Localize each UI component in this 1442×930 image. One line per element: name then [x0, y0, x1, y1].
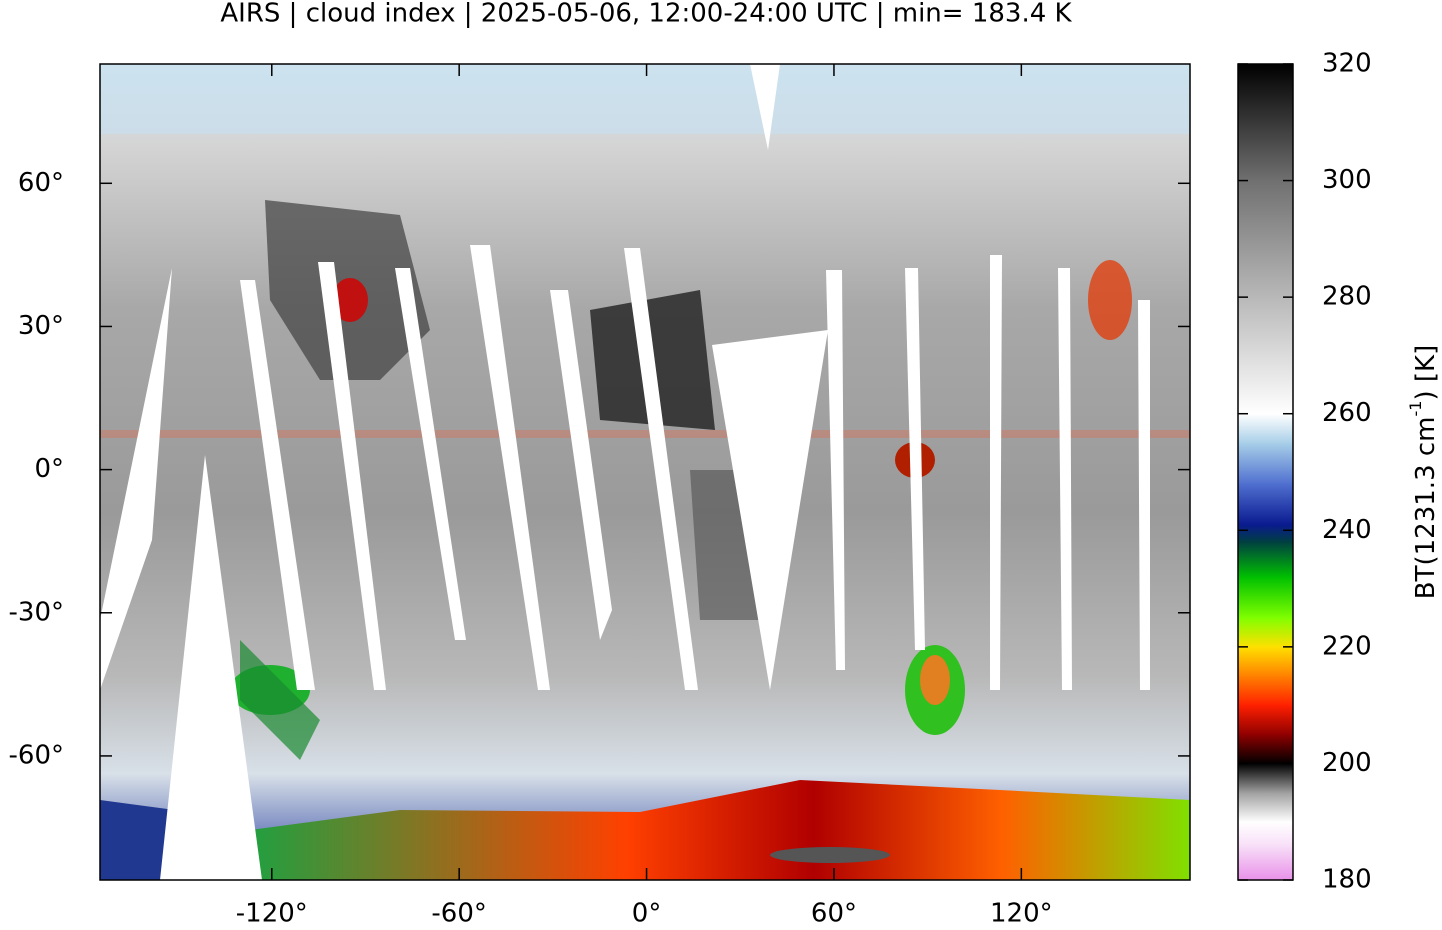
colorbar-tick-label: 280: [1322, 282, 1372, 312]
colorbar-segment: [1238, 821, 1293, 846]
x-tick-label: 120°: [990, 899, 1053, 929]
colorbar-segment: [1238, 792, 1293, 823]
y-tick-label: 0°: [34, 454, 64, 484]
colorbar-segment: [1238, 734, 1293, 764]
colorbar-tick-label: 240: [1322, 515, 1372, 545]
colorbar-segment: [1238, 180, 1293, 298]
colorbar-label-superscript: -1: [1406, 401, 1425, 417]
y-tick-label: -30°: [9, 597, 64, 627]
colorbar-tick-label: 220: [1322, 631, 1372, 661]
colorbar-segment: [1238, 541, 1293, 578]
colorbar-segment: [1238, 705, 1293, 735]
colorbar-segment: [1238, 676, 1293, 706]
colorbar-segment: [1238, 524, 1293, 543]
colorbar-label-part: ) [K]: [1411, 345, 1441, 401]
x-tick-label: -60°: [431, 899, 486, 929]
colorbar-segment: [1238, 442, 1293, 485]
colorbar-segment: [1238, 483, 1293, 525]
x-tick-label: 0°: [632, 899, 662, 929]
colorbar-tick-label: 320: [1322, 49, 1372, 79]
x-tick-label: -120°: [236, 899, 308, 929]
colorbar-label: BT(1231.3 cm-1) [K]: [1406, 345, 1441, 599]
colorbar-segment: [1238, 576, 1293, 619]
colorbar-label-part: BT(1231.3 cm: [1411, 416, 1441, 599]
colorbar-segment: [1238, 297, 1293, 415]
colorbar-segment: [1238, 646, 1293, 677]
colorbar-segment: [1238, 763, 1293, 794]
y-tick-label: -60°: [9, 740, 64, 770]
colorbar-frame: [1237, 63, 1294, 881]
map-image: [100, 64, 1190, 880]
colorbar-tick-label: 260: [1322, 398, 1372, 428]
chart-title: AIRS | cloud index | 2025-05-06, 12:00-2…: [220, 0, 1072, 29]
colorbar-tick-label: 180: [1322, 865, 1372, 895]
colorbar-segment: [1238, 845, 1293, 881]
colorbar-segment: [1238, 413, 1293, 444]
plot-frame: [99, 63, 1191, 881]
colorbar-segment: [1238, 617, 1293, 648]
colorbar-segment: [1238, 64, 1293, 182]
colorbar-tick-label: 200: [1322, 748, 1372, 778]
y-tick-label: 60°: [18, 168, 64, 198]
x-tick-label: 60°: [811, 899, 857, 929]
y-tick-label: 30°: [18, 311, 64, 341]
colorbar-tick-label: 300: [1322, 165, 1372, 195]
